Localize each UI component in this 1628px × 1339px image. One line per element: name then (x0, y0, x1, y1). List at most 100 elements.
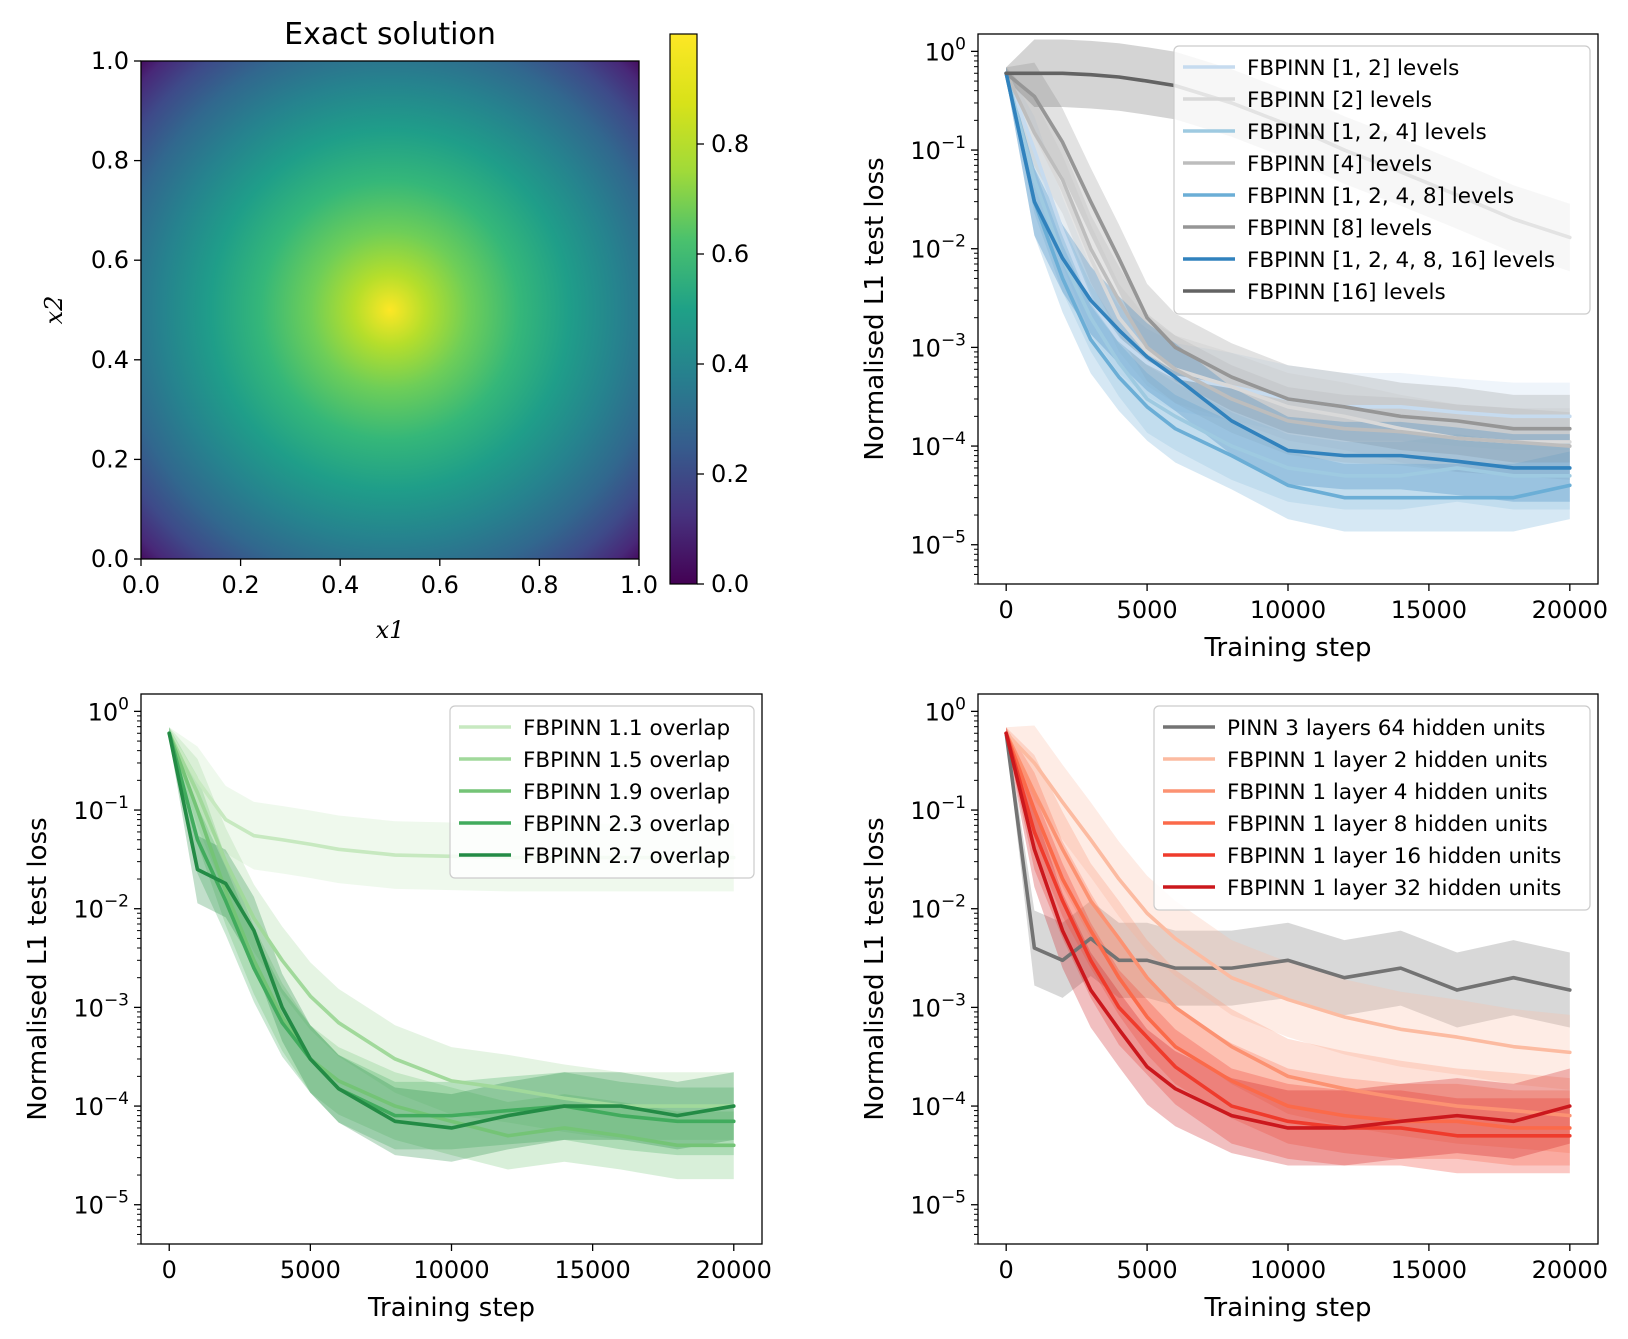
legend-entry: FBPINN [2] levels (1247, 88, 1432, 113)
heatmap-xtick-label: 0.2 (222, 571, 260, 599)
heatmap-image (141, 61, 639, 559)
y-tick-label: 10−1 (73, 793, 129, 825)
y-tick-label: 10−4 (910, 1089, 966, 1121)
legend-entry: FBPINN 1.5 overlap (523, 748, 730, 773)
heatmap-title: Exact solution (284, 17, 496, 52)
series-band (1006, 727, 1570, 1028)
legend-entry: FBPINN 1 layer 4 hidden units (1227, 780, 1548, 805)
legend-entry: FBPINN 2.7 overlap (523, 844, 730, 869)
y-tick-label: 100 (925, 34, 966, 66)
x-tick-label: 15000 (554, 1256, 630, 1284)
y-tick-label: 10−3 (910, 330, 966, 362)
x-tick-label: 15000 (1391, 1256, 1467, 1284)
y-tick-label: 10−2 (73, 892, 129, 924)
series-band (1006, 727, 1570, 1166)
heatmap-frame (140, 60, 640, 560)
colorbar (669, 33, 698, 585)
y-tick-label: 10−1 (910, 793, 966, 825)
series-band (1006, 62, 1570, 463)
colorbar-tick-label: 0.4 (711, 350, 749, 378)
series-band (169, 727, 734, 1140)
x-tick-label: 5000 (280, 1256, 341, 1284)
x-axis-label: Training step (1203, 633, 1371, 663)
y-tick-label: 100 (88, 694, 129, 726)
series-line (167, 731, 736, 1124)
x-tick-label: 0 (162, 1256, 177, 1284)
x-axis-label: Training step (1203, 1293, 1371, 1323)
series-band (1006, 727, 1570, 1174)
series-line (167, 731, 736, 1130)
x-tick-label: 5000 (1117, 596, 1178, 624)
series-band (169, 727, 734, 1180)
x-tick-label: 5000 (1117, 1256, 1178, 1284)
x-tick-label: 10000 (413, 1256, 489, 1284)
series-band (1006, 67, 1570, 502)
heatmap-xtick-label: 1.0 (620, 571, 658, 599)
series-line (1004, 71, 1572, 419)
heatmap-ytick-label: 0.0 (91, 545, 129, 573)
legend-entry: FBPINN [1, 2, 4] levels (1247, 120, 1487, 145)
y-tick-label: 10−3 (73, 990, 129, 1022)
series-line (1004, 731, 1572, 1130)
x-tick-label: 0 (999, 596, 1014, 624)
y-tick-label: 10−5 (910, 528, 966, 560)
series-band (1006, 67, 1570, 476)
x-tick-label: 20000 (1532, 596, 1608, 624)
heatmap-ylabel: x2 (40, 296, 68, 325)
y-tick-label: 10−5 (73, 1188, 129, 1220)
y-tick-label: 10−1 (910, 133, 966, 165)
y-tick-label: 10−4 (910, 429, 966, 461)
green-overlap-panel: 0 5000 10000 15000 20000 100 10−1 10−2 10−3 10−4 1… (23, 693, 772, 1323)
legend-entry: FBPINN 1 layer 2 hidden units (1227, 748, 1548, 773)
legend-entry: FBPINN [4] levels (1247, 152, 1432, 177)
heatmap-xtick-label: 0.4 (321, 571, 359, 599)
y-axis-label: Normalised L1 test loss (860, 817, 890, 1120)
series-line (1004, 731, 1572, 1130)
x-tick-label: 20000 (1532, 1256, 1608, 1284)
series-band (1006, 725, 1570, 1090)
series-line (1004, 71, 1572, 470)
legend-entry: FBPINN [1, 2, 4, 8] levels (1247, 184, 1514, 209)
y-axis-label: Normalised L1 test loss (860, 157, 890, 460)
colorbar-tick-label: 0.2 (711, 460, 749, 488)
heatmap-ytick-label: 0.6 (91, 246, 129, 274)
heatmap-ytick-label: 1.0 (91, 47, 129, 75)
series-line (1004, 71, 1572, 500)
legend-entry: FBPINN 1.1 overlap (523, 716, 730, 741)
x-tick-label: 0 (999, 1256, 1014, 1284)
legend (1153, 705, 1591, 911)
colorbar-tick-label: 0.0 (711, 570, 749, 598)
legend-entry: FBPINN 1 layer 16 hidden units (1227, 844, 1561, 869)
y-tick-label: 10−4 (73, 1089, 129, 1121)
series-band (1006, 67, 1570, 480)
legend-entry: FBPINN 2.3 overlap (523, 812, 730, 837)
x-tick-label: 10000 (1250, 596, 1326, 624)
legend-entry: FBPINN [1, 2] levels (1247, 56, 1459, 81)
x-tick-label: 20000 (696, 1256, 772, 1284)
series-band (169, 727, 734, 1162)
red-units-panel: 0 5000 10000 15000 20000 100 10−1 10−2 10−3 10−4 1… (860, 693, 1608, 1323)
series-line (167, 731, 736, 1148)
y-tick-label: 100 (925, 694, 966, 726)
series-band (1006, 67, 1570, 532)
series-line (1004, 731, 1572, 1055)
series-line (1004, 731, 1572, 992)
heatmap-ytick-label: 0.4 (91, 346, 129, 374)
y-tick-label: 10−2 (910, 892, 966, 924)
colorbar-tick-label: 0.8 (711, 130, 749, 158)
legend-entry: FBPINN 1.9 overlap (523, 780, 730, 805)
heatmap-xlabel: x1 (376, 616, 405, 644)
heatmap-xtick-label: 0.6 (421, 571, 459, 599)
x-tick-label: 10000 (1250, 1256, 1326, 1284)
y-tick-label: 10−5 (910, 1188, 966, 1220)
legend-entry: FBPINN [8] levels (1247, 216, 1432, 241)
colorbar-tick-label: 0.6 (711, 240, 749, 268)
y-tick-label: 10−2 (910, 232, 966, 264)
y-axis-label: Normalised L1 test loss (23, 817, 53, 1120)
heatmap-ytick-label: 0.8 (91, 147, 129, 175)
legend-entry: FBPINN 1 layer 8 hidden units (1227, 812, 1548, 837)
legend (449, 705, 755, 879)
heatmap-panel: Exact solution 0.0 0.2 0.4 0.6 0.8 1.0 0.0 0.2 0… (40, 17, 749, 644)
legend-entry: FBPINN [1, 2, 4, 8, 16] levels (1247, 248, 1555, 273)
